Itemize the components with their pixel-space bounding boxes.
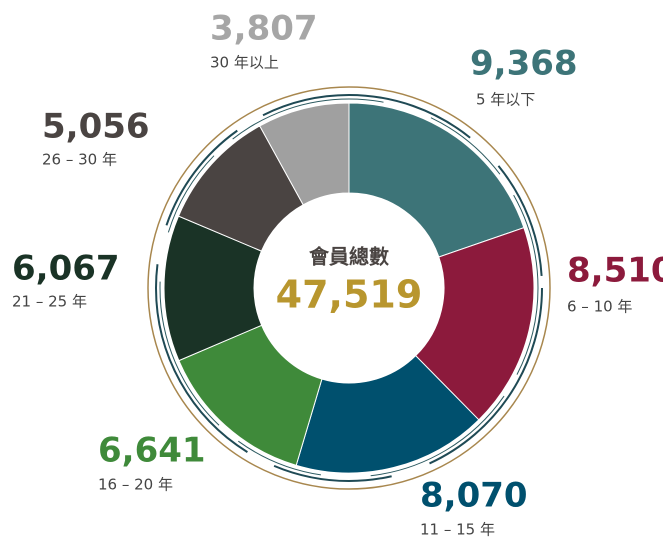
value-label: 5,056 bbox=[42, 107, 150, 147]
wedge bbox=[348, 102, 525, 258]
outer-ring bbox=[147, 86, 551, 490]
value-label: 6,067 bbox=[12, 249, 120, 289]
value-label: 3,807 bbox=[210, 9, 318, 49]
center-title: 會員總數 bbox=[309, 245, 389, 269]
category-label: 21 – 25 年 bbox=[12, 293, 87, 311]
brush-ring bbox=[155, 94, 543, 482]
category-label: 16 – 20 年 bbox=[98, 476, 173, 494]
value-label: 8,510 bbox=[567, 251, 663, 291]
category-label: 26 – 30 年 bbox=[42, 151, 117, 169]
value-label: 9,368 bbox=[470, 44, 578, 84]
value-label: 6,641 bbox=[98, 431, 206, 471]
category-label: 5 年以下 bbox=[476, 91, 535, 109]
value-label: 8,070 bbox=[420, 476, 528, 516]
center-total: 47,519 bbox=[276, 273, 423, 317]
donut-hole bbox=[254, 193, 444, 383]
category-label: 6 – 10 年 bbox=[567, 298, 632, 316]
category-label: 11 – 15 年 bbox=[420, 521, 495, 539]
brush-ring bbox=[159, 98, 539, 478]
category-label: 30 年以上 bbox=[210, 54, 279, 72]
